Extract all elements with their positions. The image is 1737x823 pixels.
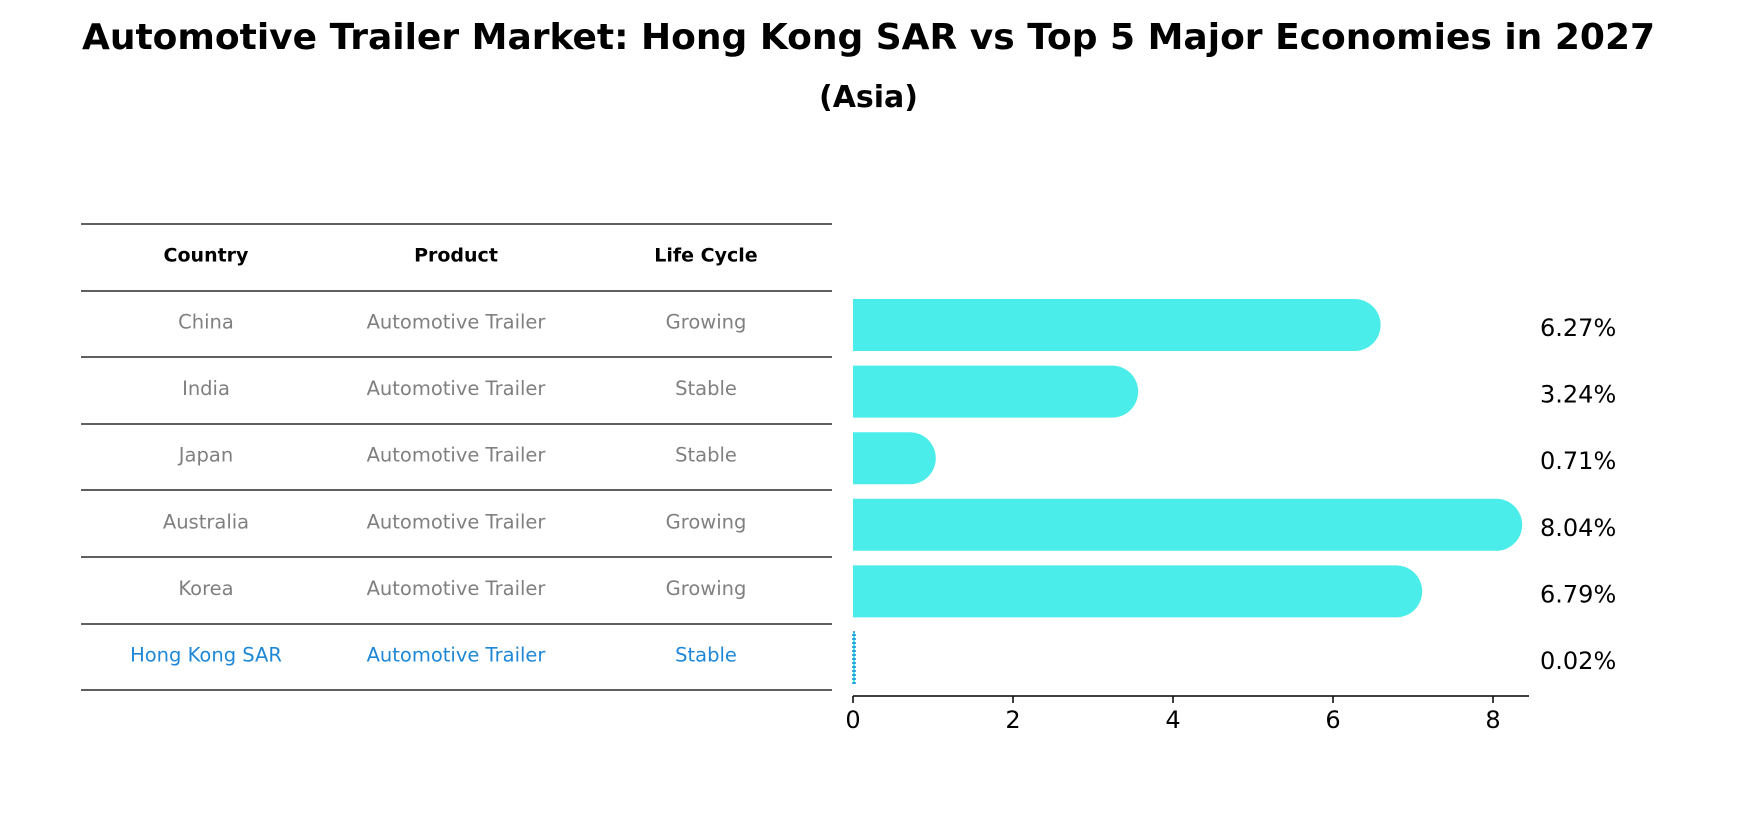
chart-title: Automotive Trailer Market: Hong Kong SAR…	[81, 17, 1656, 58]
value-label: 6.79%	[1540, 580, 1616, 608]
value-label: 0.71%	[1540, 447, 1616, 475]
table-cell-country: India	[182, 377, 230, 400]
column-header-country: Country	[164, 245, 250, 267]
x-tick-label: 6	[1325, 706, 1340, 734]
value-label: 6.27%	[1540, 314, 1616, 342]
table-cell-life-cycle: Growing	[666, 311, 747, 334]
bar-japan	[853, 432, 936, 485]
table-cell-life-cycle: Stable	[675, 644, 737, 667]
bar-australia	[853, 498, 1523, 551]
table-cell-product: Automotive Trailer	[367, 444, 547, 467]
x-tick-label: 2	[1005, 706, 1020, 734]
bar-china	[853, 299, 1381, 351]
value-label: 3.24%	[1540, 381, 1616, 409]
data-table: Country Product Life Cycle China Automotive …	[81, 223, 832, 691]
table-cell-country: Japan	[177, 444, 233, 467]
table-cell-product: Automotive Trailer	[367, 510, 547, 533]
x-tick-label: 0	[845, 706, 860, 734]
bar-hong-kong-sar	[852, 631, 856, 685]
column-header-life-cycle: Life Cycle	[654, 245, 757, 267]
table-cell-country: China	[178, 311, 234, 334]
value-label: 8.04%	[1540, 514, 1616, 542]
value-label: 0.02%	[1540, 647, 1616, 675]
table-cell-country: Korea	[178, 577, 233, 600]
table-cell-product: Automotive Trailer	[367, 644, 547, 667]
table-cell-product: Automotive Trailer	[367, 311, 547, 334]
table-cell-life-cycle: Stable	[675, 377, 737, 400]
bar-chart-area: 6.27% 3.24% 0.71% 8.04% 6.79% 0.02%	[852, 299, 1616, 685]
table-cell-life-cycle: Growing	[666, 577, 747, 600]
bar-korea	[853, 565, 1423, 618]
x-axis: 0 2 4 6 8	[845, 695, 1529, 734]
table-cell-country: Australia	[163, 510, 249, 533]
x-tick-label: 4	[1165, 706, 1180, 734]
bar-india	[853, 365, 1139, 418]
table-cell-product: Automotive Trailer	[367, 377, 547, 400]
table-cell-life-cycle: Growing	[666, 510, 747, 533]
column-header-product: Product	[414, 245, 498, 267]
table-cell-life-cycle: Stable	[675, 444, 737, 467]
table-cell-product: Automotive Trailer	[367, 577, 547, 600]
chart-subtitle: (Asia)	[818, 80, 919, 115]
x-tick-label: 8	[1485, 706, 1500, 734]
table-cell-country: Hong Kong SAR	[130, 644, 282, 667]
